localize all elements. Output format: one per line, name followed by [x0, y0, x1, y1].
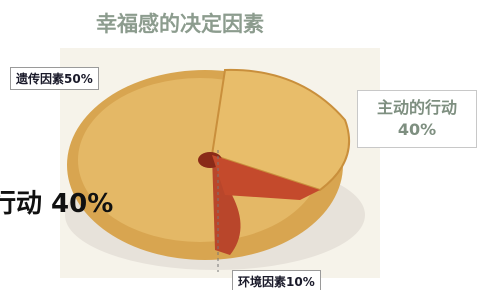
- environment-label: 环境因素10%: [232, 270, 321, 290]
- action-label-line: 40%: [358, 119, 476, 141]
- action-label: 主动的行动 40%: [357, 90, 477, 148]
- title: 幸福感的决定因素: [60, 8, 300, 38]
- action-label-line: 主动的行动: [358, 97, 476, 119]
- infographic: 幸福感的决定因素 遗传因素50% 主动的行动 40% 行动 40% 环境因素10…: [0, 0, 481, 290]
- overlay-text: 行动 40%: [0, 183, 113, 220]
- genetic-label: 遗传因素50%: [10, 67, 99, 90]
